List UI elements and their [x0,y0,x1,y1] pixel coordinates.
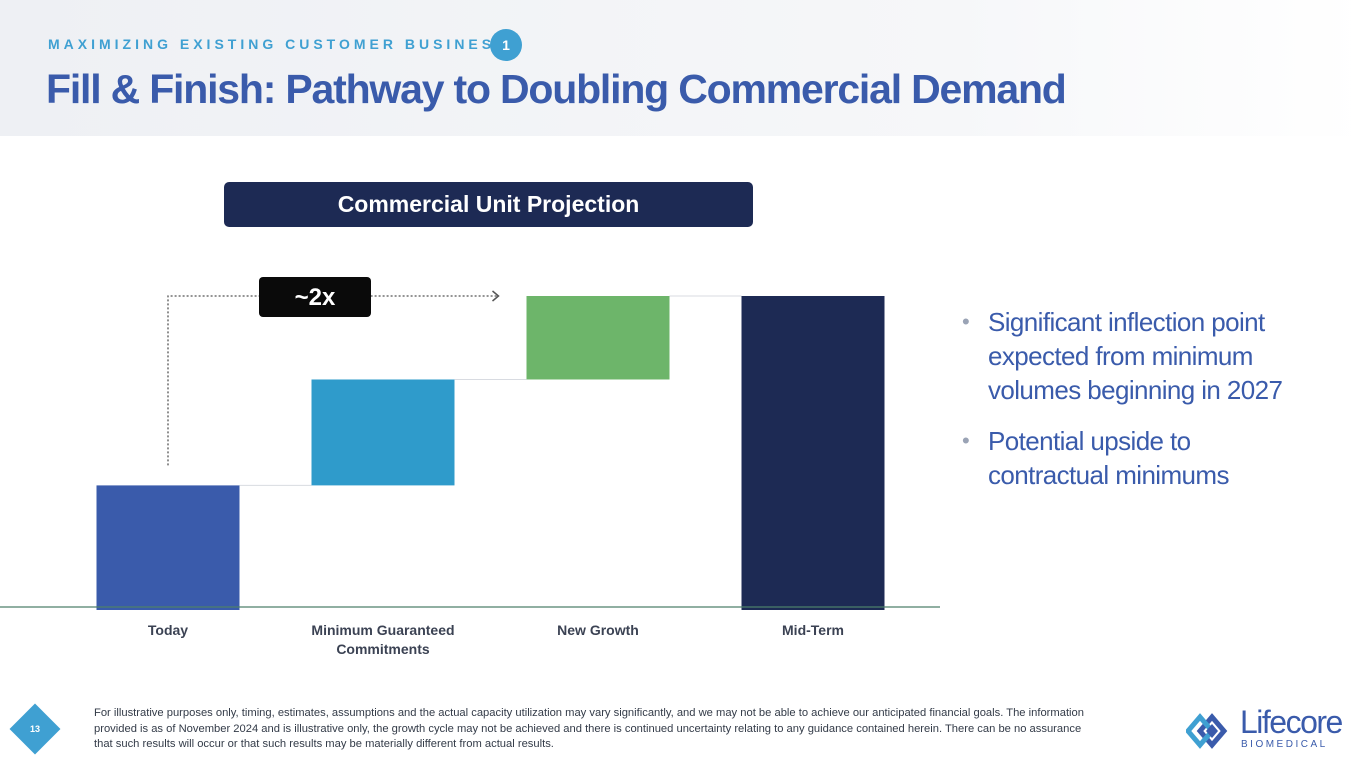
bar-1 [311,379,455,486]
chart-title: Commercial Unit Projection [224,182,753,227]
bullet-text: Potential upside to contractual minimums [988,426,1229,490]
page-number: 13 [29,724,40,734]
section-number-badge: 1 [490,29,522,61]
logo-name: Lifecore [1240,704,1343,740]
bullet-text: Significant inflection point expected fr… [988,307,1283,405]
category-label: Mid-Term [782,622,844,638]
bar-2 [526,296,670,380]
logo-diamond-icon [1186,713,1228,749]
waterfall-chart: ~2x Today Minimum Guaranteed Commitments New… [0,277,940,657]
bullet-item: • Significant inflection point expected f… [962,305,1302,407]
bullet-dot-icon: • [962,309,970,334]
category-label: New Growth [557,622,639,638]
category-label: Today [148,622,188,638]
category-label: Minimum Guaranteed Commitments [311,622,454,657]
arrow-head-icon [492,290,500,302]
logo-subtitle: BIOMEDICAL [1241,739,1328,750]
bar-0 [96,485,240,610]
annotation-box [259,277,371,317]
bar-3 [741,296,885,610]
bullet-dot-icon: • [962,428,970,453]
key-points-list: • Significant inflection point expected f… [962,305,1302,509]
page-title: Fill & Finish: Pathway to Doubling Comme… [46,66,1067,112]
disclaimer-text: For illustrative purposes only, timing, … [94,707,1084,750]
company-logo: Lifecore BIOMEDICAL [1186,704,1351,754]
annotation-label: ~2x [295,284,336,311]
growth-arrow [167,295,499,466]
section-eyebrow: MAXIMIZING EXISTING CUSTOMER BUSINESS [48,36,509,52]
header-band [0,0,1365,136]
bullet-item: • Potential upside to contractual minimum… [962,424,1302,492]
